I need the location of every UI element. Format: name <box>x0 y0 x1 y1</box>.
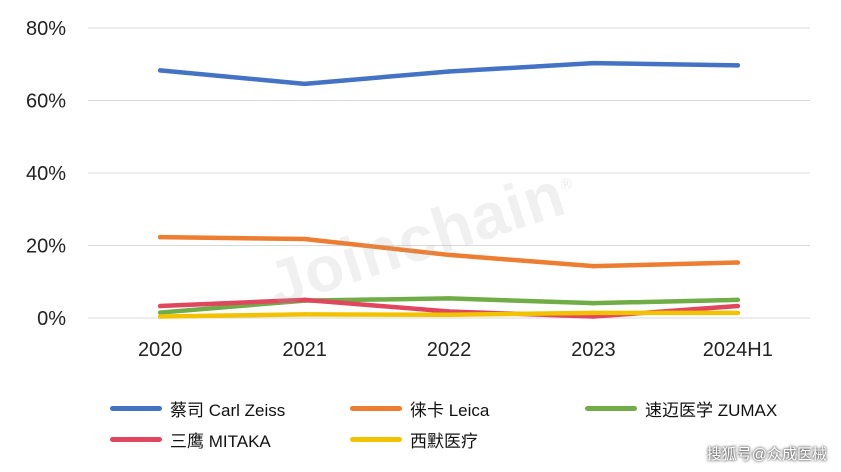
source-watermark: 搜狐号@众成医械 <box>706 446 827 463</box>
data-point <box>446 296 452 301</box>
x-tick-label: 2022 <box>427 339 472 361</box>
x-tick-label: 2020 <box>138 339 183 361</box>
data-point <box>446 312 452 317</box>
data-point <box>302 236 307 242</box>
data-point <box>735 63 740 68</box>
x-tick-label: 2024H1 <box>703 339 773 361</box>
data-point <box>591 314 596 319</box>
y-axis-tick-labels: 0% 20% 40% 60% 80% <box>26 18 66 330</box>
gridlines <box>88 27 810 319</box>
data-point <box>735 260 740 265</box>
y-tick-label: 60% <box>26 91 66 113</box>
data-point <box>158 310 163 315</box>
data-point <box>302 81 307 87</box>
data-point <box>591 310 596 316</box>
data-point <box>591 60 596 66</box>
data-point <box>591 300 596 306</box>
data-point <box>158 68 163 73</box>
data-point <box>735 310 740 316</box>
y-tick-label: 20% <box>26 236 66 258</box>
series-lines <box>157 60 741 319</box>
data-point <box>158 234 163 240</box>
x-axis-tick-labels: 2020 2021 2022 2023 2024H1 <box>138 339 773 361</box>
data-point <box>302 312 307 317</box>
x-tick-label: 2023 <box>571 339 616 361</box>
y-tick-label: 40% <box>26 163 66 185</box>
data-point <box>446 69 452 74</box>
data-point <box>735 297 740 303</box>
data-point <box>158 314 163 319</box>
data-point <box>446 252 452 258</box>
y-tick-label: 0% <box>37 308 66 330</box>
data-point <box>735 303 740 309</box>
data-point <box>158 303 163 309</box>
x-tick-label: 2021 <box>282 339 327 361</box>
data-point <box>591 263 596 269</box>
y-tick-label: 80% <box>26 18 66 40</box>
data-point <box>302 297 307 303</box>
